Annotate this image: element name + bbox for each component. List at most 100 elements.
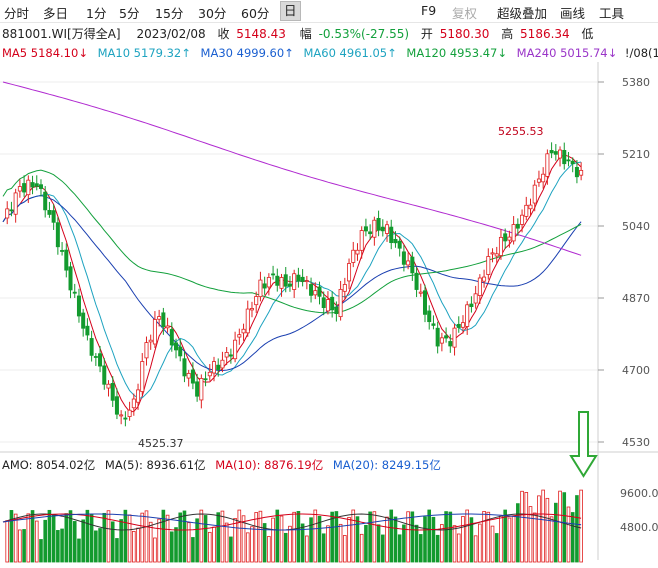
candle-body — [127, 409, 132, 417]
candle-body — [321, 297, 326, 308]
candle-body — [152, 319, 157, 345]
candle-body — [22, 183, 27, 193]
candle-body — [55, 222, 60, 248]
volume-bar — [258, 510, 263, 563]
low-annotation: 4525.37 — [138, 437, 184, 450]
candle-body — [110, 383, 115, 401]
candle-body — [317, 286, 322, 297]
candle-body — [452, 327, 457, 348]
tab-1min[interactable]: 1分 — [86, 6, 107, 21]
volume-bar — [34, 520, 39, 563]
candle-body — [271, 273, 276, 276]
volume-bar — [182, 510, 187, 563]
price-axis-label: 5210 — [622, 148, 650, 161]
volume-bar — [549, 516, 554, 563]
volume-bar — [372, 511, 377, 563]
candle-body — [473, 293, 478, 304]
candle-body — [9, 209, 14, 212]
volume-bar — [334, 511, 339, 563]
volume-bar — [288, 525, 292, 563]
volume-bar — [106, 510, 111, 563]
candle-body — [195, 381, 200, 397]
volume-bar — [26, 513, 31, 563]
volume-bar — [18, 529, 22, 563]
tab-5min[interactable]: 5分 — [119, 6, 140, 21]
candle-body — [520, 214, 525, 225]
candle-body — [448, 341, 453, 347]
volume-bar — [102, 512, 107, 563]
candle-body — [38, 184, 43, 189]
draw-line-button[interactable]: 画线 — [560, 6, 586, 21]
volume-bar — [545, 497, 550, 563]
f9-button[interactable]: F9 — [421, 3, 437, 18]
volume-bar — [60, 528, 64, 563]
candle-body — [456, 323, 461, 328]
volume-bar — [503, 509, 507, 563]
tools-button[interactable]: 工具 — [599, 6, 625, 21]
candle-body — [283, 274, 288, 287]
vol-ma20-line — [2, 513, 582, 531]
tab-30min[interactable]: 30分 — [198, 6, 227, 21]
candle-body — [119, 414, 124, 417]
volume-bar — [317, 515, 322, 563]
overlay-button[interactable]: 超级叠加 — [497, 6, 548, 21]
volume-bar — [482, 511, 486, 563]
adjust-button[interactable]: 复权 — [452, 6, 478, 21]
volume-bar — [157, 518, 161, 563]
volume-bar — [507, 517, 512, 563]
candle-body — [334, 306, 339, 315]
candle-body — [372, 219, 377, 238]
tab-15min[interactable]: 15分 — [155, 6, 184, 21]
volume-bar — [123, 509, 128, 563]
candle-body — [486, 256, 491, 275]
tab-daily[interactable]: 日 — [280, 1, 301, 21]
candle-body — [81, 312, 86, 329]
volume-bar — [330, 511, 334, 563]
volume-bar — [326, 525, 330, 563]
candle-body — [5, 208, 10, 219]
volume-bar — [250, 526, 254, 563]
volume-bar — [397, 534, 402, 563]
volume-bar — [43, 519, 47, 563]
candle-body — [98, 353, 103, 367]
candle-body — [258, 279, 263, 298]
volume-bar — [9, 510, 14, 563]
volume-bar — [127, 514, 132, 563]
volume-bar — [486, 511, 491, 563]
candle-body — [43, 191, 48, 211]
tab-60min[interactable]: 60分 — [241, 6, 270, 21]
volume-bar — [452, 525, 457, 563]
quote-date: 2023/02/08 — [136, 27, 206, 41]
candle-body — [85, 325, 90, 336]
volume-bar — [461, 516, 465, 563]
candle-body — [245, 308, 250, 334]
tab-intraday[interactable]: 分时 — [4, 6, 30, 21]
candle-body — [26, 179, 31, 196]
volume-bar — [532, 512, 537, 563]
price-axis-label: 5380 — [622, 76, 650, 89]
tab-multi-day[interactable]: 多日 — [43, 6, 69, 21]
volume-bar — [203, 515, 208, 563]
candle-body — [376, 217, 381, 231]
ma60-legend: MA60 4961.05↑ — [303, 46, 397, 60]
volume-bar — [410, 511, 415, 563]
volume-bar — [212, 526, 216, 563]
volume-bar — [338, 523, 343, 563]
candle-body — [190, 369, 195, 384]
candle-body — [545, 153, 550, 177]
candle-body — [465, 304, 470, 327]
high-label: 高 — [501, 27, 514, 41]
candle-body — [207, 371, 212, 377]
volume-bar — [393, 516, 398, 563]
volume-bar — [191, 537, 195, 563]
volume-bar — [456, 533, 461, 563]
volume-bar — [418, 534, 423, 563]
volume-bar — [406, 511, 410, 563]
volume-bar — [148, 521, 153, 563]
security-name: 881001.WI[万得全A] — [2, 27, 121, 41]
volume-bar — [444, 511, 448, 563]
volume-bar — [144, 510, 149, 563]
candle-body — [144, 342, 149, 359]
candle-body — [72, 291, 77, 294]
